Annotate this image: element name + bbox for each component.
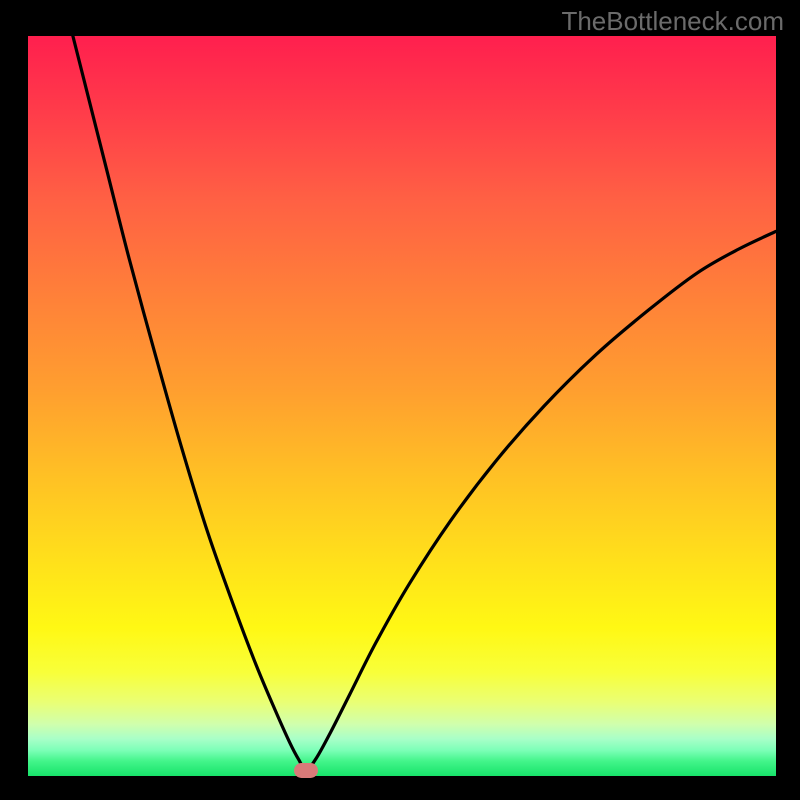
- bottleneck-curve: [28, 36, 776, 776]
- stage: TheBottleneck.com: [0, 0, 800, 800]
- watermark-text: TheBottleneck.com: [561, 6, 784, 37]
- plot-area: [28, 36, 776, 776]
- minimum-marker: [294, 763, 318, 778]
